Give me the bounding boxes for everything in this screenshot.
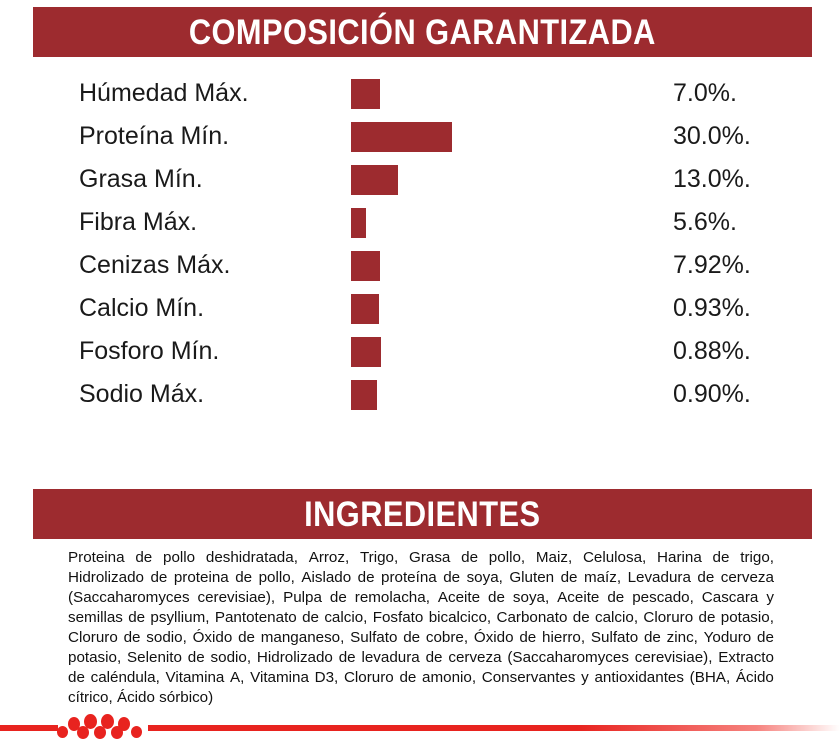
ingredients-section-title: INGREDIENTES	[304, 494, 541, 534]
nutrient-bar	[351, 164, 398, 195]
nutrient-bar	[351, 78, 380, 109]
nutrient-bar-track	[351, 336, 631, 367]
composition-row: Calcio Mín. 0.93%.	[0, 287, 840, 330]
paw-dot	[131, 726, 142, 738]
nutrient-bar-track	[351, 78, 631, 109]
footer-decoration	[0, 714, 840, 740]
nutrient-label: Grasa Mín.	[79, 165, 203, 193]
nutrient-label: Sodio Máx.	[79, 380, 205, 408]
nutrient-bar	[351, 207, 366, 238]
paw-print-icon	[56, 714, 152, 740]
nutrient-label: Cenizas Máx.	[79, 251, 231, 279]
ingredients-line: Cloruro de sodio, Óxido de manganeso, Sulfato d…	[68, 629, 774, 646]
paw-dot	[77, 726, 89, 739]
nutrient-value: 30.0%.	[673, 122, 751, 150]
paw-dot	[94, 726, 106, 739]
ingredients-line: Proteina de pollo deshidratada, Arroz, Trigo,…	[68, 549, 774, 566]
paw-dot	[111, 726, 123, 739]
nutrient-bar-track	[351, 379, 631, 410]
composition-row: Fibra Máx. 5.6%.	[0, 201, 840, 244]
nutrient-value: 5.6%.	[673, 208, 737, 236]
nutrient-bar	[351, 250, 380, 281]
nutrient-bar-track	[351, 207, 631, 238]
paw-dot	[101, 714, 114, 729]
paw-dot	[84, 714, 97, 729]
nutrient-value: 7.0%.	[673, 79, 737, 107]
nutrient-bar	[351, 379, 377, 410]
ingredients-line: semillas de psyllium, Pantotenato de calcio, F…	[68, 609, 774, 626]
composition-table: Húmedad Máx. 7.0%. Proteína Mín. 30.0%. Gras…	[0, 72, 840, 416]
nutrient-value: 7.92%.	[673, 251, 751, 279]
composition-row: Cenizas Máx. 7.92%.	[0, 244, 840, 287]
ingredients-line: Hidrolizado de proteina de pollo, Aislado de pr…	[68, 569, 774, 586]
nutrient-label: Fosforo Mín.	[79, 337, 220, 365]
nutrient-value: 13.0%.	[673, 165, 751, 193]
composition-row: Fosforo Mín. 0.88%.	[0, 330, 840, 373]
nutrient-label: Húmedad Máx.	[79, 79, 249, 107]
nutrient-bar	[351, 121, 452, 152]
paw-dot	[68, 717, 80, 731]
ingredients-line: cítrico, Ácido sórbico)	[68, 689, 214, 706]
composition-row: Grasa Mín. 13.0%.	[0, 158, 840, 201]
nutrient-value: 0.93%.	[673, 294, 751, 322]
composition-row: Sodio Máx. 0.90%.	[0, 373, 840, 416]
paw-dot	[57, 726, 68, 738]
composition-row: Húmedad Máx. 7.0%.	[0, 72, 840, 115]
ingredients-line: (Saccaharomyces cerevisiae), Pulpa de remola…	[68, 589, 774, 606]
composition-section-title: COMPOSICIÓN GARANTIZADA	[189, 12, 656, 52]
composition-row: Proteína Mín. 30.0%.	[0, 115, 840, 158]
footer-rule-right	[148, 725, 840, 731]
ingredients-line: de caléndula, Vitamina A, Vitamina D3, Cloruro…	[68, 669, 774, 686]
composition-section-header: COMPOSICIÓN GARANTIZADA	[33, 7, 812, 57]
nutrient-value: 0.90%.	[673, 380, 751, 408]
footer-rule-left	[0, 725, 58, 731]
nutrient-label: Proteína Mín.	[79, 122, 230, 150]
nutrient-value: 0.88%.	[673, 337, 751, 365]
nutrient-bar-track	[351, 121, 631, 152]
ingredients-section-header: INGREDIENTES	[33, 489, 812, 539]
nutrient-bar-track	[351, 250, 631, 281]
nutrient-bar-track	[351, 293, 631, 324]
ingredients-line: potasio, Selenito de sodio, Hidrolizado de lev…	[68, 649, 774, 666]
nutrient-bar	[351, 336, 381, 367]
nutrient-label: Calcio Mín.	[79, 294, 205, 322]
nutrient-bar-track	[351, 164, 631, 195]
nutrient-bar	[351, 293, 379, 324]
nutrient-label: Fibra Máx.	[79, 208, 198, 236]
ingredients-paragraph: Proteina de pollo deshidratada, Arroz, Trigo,…	[68, 548, 774, 708]
